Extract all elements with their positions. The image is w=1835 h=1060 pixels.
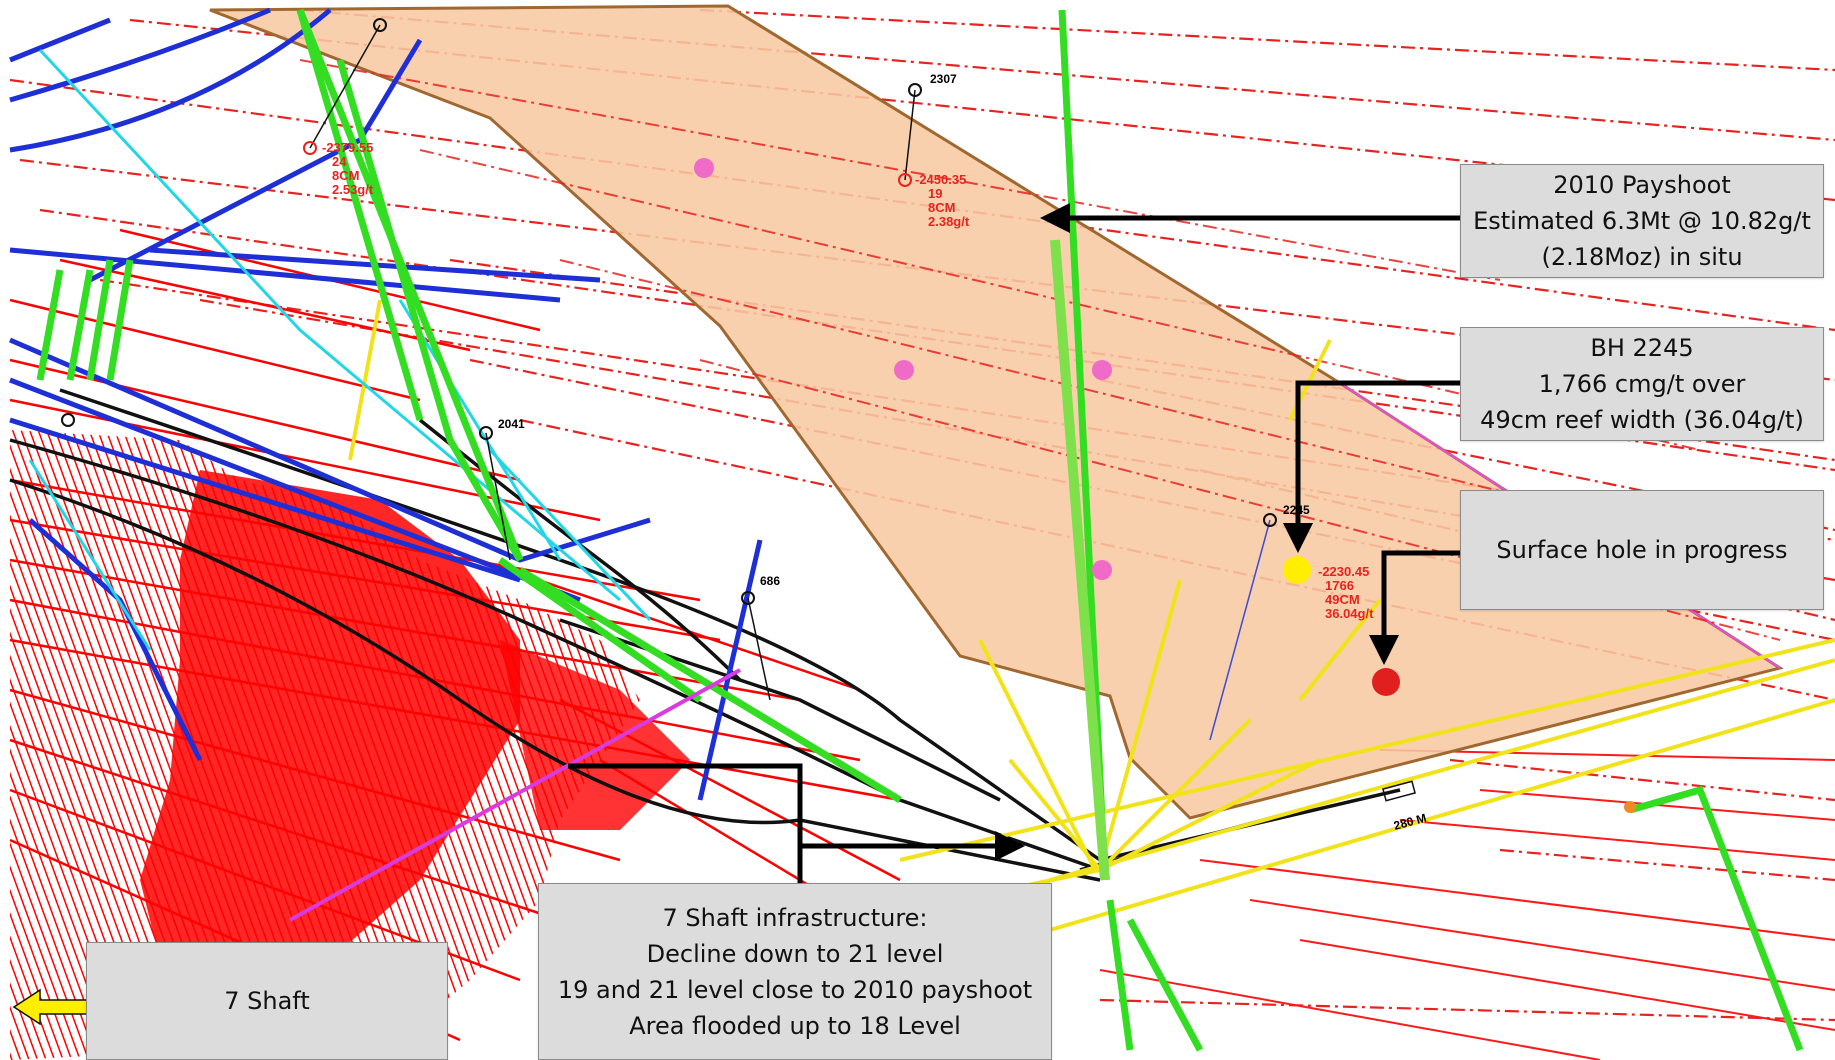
svg-text:36.04g/t: 36.04g/t	[1325, 606, 1374, 621]
svg-text:8CM: 8CM	[928, 200, 955, 215]
callout-payshoot: 2010 Payshoot Estimated 6.3Mt @ 10.82g/t…	[1460, 164, 1824, 278]
callout-arrows	[568, 203, 1460, 890]
callout-infra-line3: 19 and 21 level close to 2010 payshoot	[557, 975, 1033, 1004]
borehole-label-686: 686	[760, 574, 780, 588]
reef-lines-lower	[1099, 749, 1835, 1060]
callout-bh2245-line1: BH 2245	[1590, 334, 1694, 362]
surface-hole-marker	[1372, 668, 1400, 696]
svg-text:-2230.45: -2230.45	[1318, 564, 1369, 579]
callout-infra-line2: Decline down to 21 level	[646, 939, 944, 968]
svg-text:19: 19	[928, 186, 942, 201]
callout-payshoot-line1: 2010 Payshoot	[1553, 171, 1731, 199]
svg-text:2.53g/t: 2.53g/t	[332, 182, 374, 197]
callout-bh2245-line2: 1,766 cmg/t over	[1538, 370, 1746, 398]
underground-workings	[9, 228, 901, 1060]
callout-7-shaft-infrastructure: 7 Shaft infrastructure: Decline down to …	[538, 883, 1052, 1060]
borehole-collars	[61, 18, 1277, 605]
magenta-line	[289, 668, 741, 922]
pink-marker	[1092, 560, 1112, 580]
borehole-traces	[309, 24, 1271, 741]
intercept-text-2307: -2450.35 19 8CM 2.38g/t	[915, 172, 970, 229]
pink-marker	[1092, 360, 1112, 380]
callout-infra-line4: Area flooded up to 18 Level	[629, 1011, 961, 1040]
callout-payshoot-line2: Estimated 6.3Mt @ 10.82g/t	[1473, 207, 1811, 235]
svg-text:-2450.35: -2450.35	[915, 172, 966, 187]
callout-surface-hole: Surface hole in progress	[1460, 490, 1824, 610]
callout-bh2245: BH 2245 1,766 cmg/t over 49cm reef width…	[1460, 327, 1824, 441]
pink-marker	[694, 158, 714, 178]
callout-bh2245-line3: 49cm reef width (36.04g/t)	[1480, 406, 1804, 434]
callout-7-shaft: 7 Shaft	[86, 942, 448, 1060]
intercept-text-left: -2379.55 24 8CM 2.53g/t	[322, 140, 374, 197]
svg-text:280 M: 280 M	[1392, 811, 1428, 833]
bh2245-marker	[1283, 556, 1311, 584]
callout-payshoot-line3: (2.18Moz) in situ	[1541, 243, 1743, 271]
scale-label: 280 M	[1382, 780, 1428, 833]
svg-text:-2379.55: -2379.55	[322, 140, 373, 155]
pink-marker	[894, 360, 914, 380]
svg-text:49CM: 49CM	[1325, 592, 1360, 607]
orange-dot	[1624, 801, 1636, 813]
svg-text:8CM: 8CM	[332, 168, 359, 183]
svg-text:24: 24	[332, 154, 347, 169]
callout-surface-hole-line1: Surface hole in progress	[1496, 536, 1788, 564]
svg-text:2.38g/t: 2.38g/t	[928, 214, 970, 229]
svg-text:1766: 1766	[1325, 578, 1354, 593]
intercept-text-2245: -2230.45 1766 49CM 36.04g/t	[1318, 564, 1374, 621]
callout-infra-line1: 7 Shaft infrastructure:	[662, 903, 928, 932]
borehole-label-2041: 2041	[498, 417, 525, 431]
callout-7-shaft-line1: 7 Shaft	[224, 987, 310, 1015]
borehole-intersections	[303, 141, 912, 187]
borehole-label-2307: 2307	[930, 72, 957, 86]
